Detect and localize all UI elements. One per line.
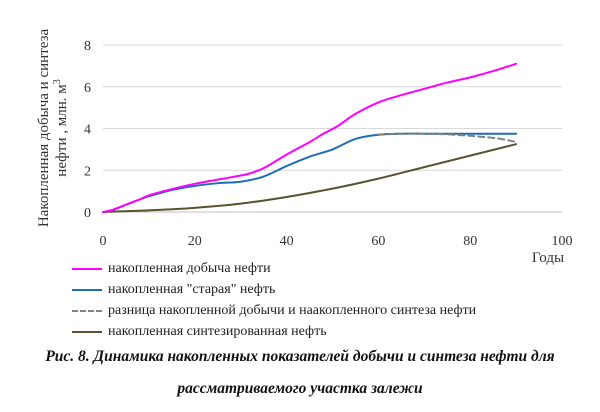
series-line-2 <box>377 132 518 144</box>
legend-label-2: разница накопленной добычи и наакопленно… <box>108 303 477 318</box>
legend-label-3: накопленная синтезированная нефть <box>108 324 327 339</box>
figure-caption-line2: рассматриваемого участка залежи <box>177 380 423 397</box>
y-axis-label-unit-sup: 3 <box>52 79 63 84</box>
y-tick-label-1: 2 <box>84 164 91 179</box>
series-line-1 <box>102 132 518 213</box>
legend-swatch-0 <box>72 268 102 270</box>
x-tick-label-5: 100 <box>552 234 573 249</box>
y-tick-label-0: 0 <box>84 206 91 221</box>
y-axis-label-line2-text: нефти , млн. м <box>54 84 70 177</box>
y-axis-label-line1: Накопленная добыча и синтеза <box>36 29 52 228</box>
series-line-3 <box>102 143 518 213</box>
x-tick-label-1: 20 <box>188 234 202 249</box>
figure-caption-line1: Рис. 8. Динамика накопленных показателей… <box>45 348 555 365</box>
legend-swatch-1 <box>72 289 102 291</box>
legend-swatch-3 <box>72 331 102 333</box>
legend-swatch-2 <box>72 310 102 312</box>
x-tick-label-2: 40 <box>280 234 294 249</box>
x-tick-label-4: 80 <box>463 234 477 249</box>
legend-label-0: накопленная добыча нефти <box>108 261 271 276</box>
legend-label-1: накопленная "старая" нефть <box>108 282 276 297</box>
series-line-0 <box>102 62 518 213</box>
y-tick-label-3: 6 <box>84 81 91 96</box>
y-tick-label-2: 4 <box>84 123 91 138</box>
x-tick-label-3: 60 <box>371 234 385 249</box>
series-lines <box>102 62 518 213</box>
grid-lines <box>103 44 562 171</box>
x-axis-label: Годы <box>532 250 564 266</box>
y-tick-label-4: 8 <box>84 39 91 54</box>
y-axis-label-line2: нефти , млн. м3 <box>52 79 70 176</box>
x-tick-label-0: 0 <box>100 234 107 249</box>
